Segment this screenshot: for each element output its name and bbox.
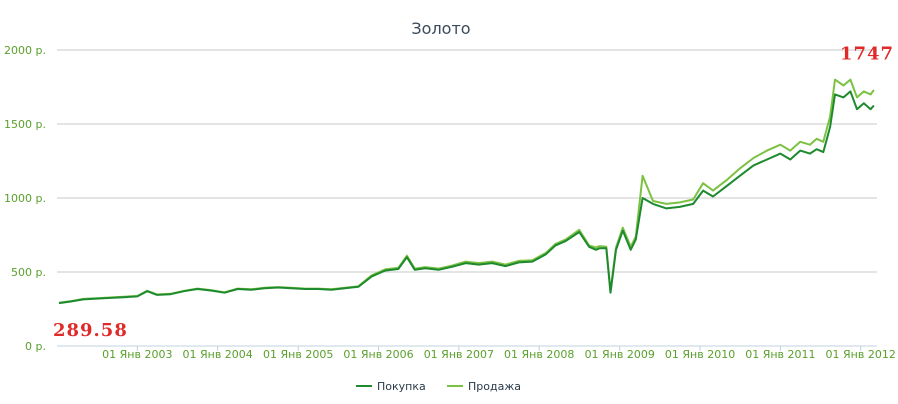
value-annotation: 289.58 [53, 320, 128, 341]
legend-item-sell[interactable]: Продажа [447, 380, 521, 393]
y-axis-ticks: 0 р. 500 р. 1000 р. 1500 р. 2000 р. [4, 44, 46, 353]
y-tick-label: 500 р. [11, 266, 46, 279]
series-line-buy [58, 90, 875, 305]
x-tick-label: 01 Янв 2003 [102, 348, 172, 361]
chart-series [58, 78, 875, 305]
x-tick-label: 01 Янв 2004 [182, 348, 252, 361]
value-annotation: 1747 [840, 44, 894, 65]
x-tick-label: 01 Янв 2009 [585, 348, 655, 361]
chart-title: Золото [411, 19, 470, 38]
chart-grid [57, 49, 877, 347]
x-tick-label: 01 Янв 2010 [665, 348, 735, 361]
chart-annotations: 289.58 1747 [53, 44, 894, 342]
series-line-sell [58, 78, 875, 304]
chart-legend[interactable]: Покупка Продажа [356, 380, 521, 393]
y-tick-label: 2000 р. [4, 44, 46, 57]
legend-item-buy[interactable]: Покупка [356, 380, 426, 393]
x-tick-label: 01 Янв 2012 [826, 348, 896, 361]
x-tick-label: 01 Янв 2005 [263, 348, 333, 361]
y-tick-label: 0 р. [25, 340, 46, 353]
legend-label: Продажа [468, 380, 521, 393]
x-tick-label: 01 Янв 2008 [504, 348, 574, 361]
x-axis-ticks: 01 Янв 2003 01 Янв 2004 01 Янв 2005 01 Янв … [102, 346, 896, 361]
legend-label: Покупка [377, 380, 426, 393]
x-tick-label: 01 Янв 2011 [745, 348, 815, 361]
y-tick-label: 1500 р. [4, 118, 46, 131]
x-tick-label: 01 Янв 2006 [343, 348, 413, 361]
y-tick-label: 1000 р. [4, 192, 46, 205]
x-tick-label: 01 Янв 2007 [424, 348, 494, 361]
